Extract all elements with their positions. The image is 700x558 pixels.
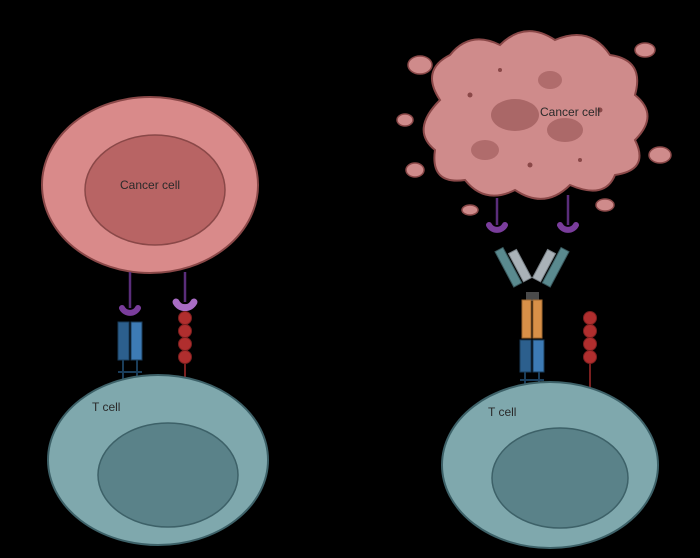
left-panel: Cancer cell T cell: [0, 0, 350, 558]
t-cell-right: [442, 382, 658, 548]
tcr-complex: [118, 322, 142, 380]
cancer-cell-intact: [42, 97, 258, 273]
ligand-right: [176, 272, 194, 308]
cancer-cell-lysed: [397, 31, 671, 215]
left-diagram: [0, 0, 350, 558]
tcr-complex-right: [520, 340, 544, 388]
right-diagram: [350, 0, 700, 558]
antibody: [495, 242, 569, 338]
t-cell-left: [48, 375, 268, 545]
right-panel: Cancer cell T cell: [350, 0, 700, 558]
ligand-right-2: [560, 195, 576, 230]
ligand-right-1: [489, 198, 505, 230]
costim-receptor: [179, 312, 192, 383]
ligand-left: [122, 272, 138, 313]
costim-receptor-right: [584, 312, 597, 389]
